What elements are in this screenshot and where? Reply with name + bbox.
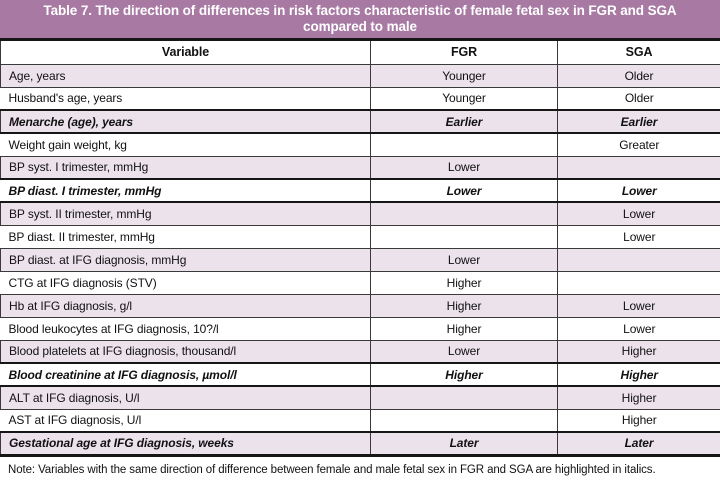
row-sga-value: Earlier: [557, 109, 720, 134]
row-variable: BP syst. II trimester, mmHg: [0, 201, 371, 226]
header-row: Variable FGR SGA: [0, 41, 720, 65]
row-variable: Blood creatinine at IFG diagnosis, µmol/…: [0, 362, 371, 387]
row-variable: Menarche (age), years: [0, 109, 371, 134]
row-fgr-value: [370, 408, 558, 433]
row-sga-value: Older: [557, 86, 720, 111]
row-fgr-value: Higher: [370, 316, 558, 341]
row-sga-value: Higher: [557, 408, 720, 433]
row-variable: ALT at IFG diagnosis, U/l: [0, 385, 371, 410]
row-variable: BP syst. I trimester, mmHg: [0, 155, 371, 180]
table-row: Age, years Younger Older: [0, 63, 720, 88]
table-row: BP diast. at IFG diagnosis, mmHg Lower: [0, 247, 720, 272]
row-sga-value: Greater: [557, 132, 720, 157]
row-fgr-value: Lower: [370, 155, 558, 180]
row-variable: BP diast. at IFG diagnosis, mmHg: [0, 247, 371, 272]
column-header-variable: Variable: [0, 41, 371, 65]
table-row: BP diast. I trimester, mmHg Lower Lower: [0, 178, 720, 203]
row-variable: Blood platelets at IFG diagnosis, thousa…: [0, 339, 371, 364]
risk-factors-table: Variable FGR SGA Age, years Younger Older H…: [0, 41, 720, 457]
table-row: Menarche (age), years Earlier Earlier: [0, 109, 720, 134]
row-sga-value: Higher: [557, 362, 720, 387]
table-row: CTG at IFG diagnosis (STV) Higher: [0, 270, 720, 295]
row-fgr-value: [370, 224, 558, 249]
row-variable: AST at IFG diagnosis, U/l: [0, 408, 371, 433]
table-row: BP syst. I trimester, mmHg Lower: [0, 155, 720, 180]
table-row: Blood leukocytes at IFG diagnosis, 10?/l…: [0, 316, 720, 341]
table-row: Blood creatinine at IFG diagnosis, µmol/…: [0, 362, 720, 387]
row-variable: BP diast. I trimester, mmHg: [0, 178, 371, 203]
row-fgr-value: Higher: [370, 293, 558, 318]
table-row: Hb at IFG diagnosis, g/l Higher Lower: [0, 293, 720, 318]
row-variable: Husband's age, years: [0, 86, 371, 111]
row-fgr-value: Lower: [370, 178, 558, 203]
row-sga-value: Higher: [557, 385, 720, 410]
table-row: Weight gain weight, kg Greater: [0, 132, 720, 157]
row-fgr-value: [370, 132, 558, 157]
row-sga-value: Higher: [557, 339, 720, 364]
table-note: Note: Variables with the same direction …: [0, 456, 720, 481]
row-fgr-value: [370, 385, 558, 410]
row-sga-value: [557, 247, 720, 272]
table-row: Husband's age, years Younger Older: [0, 86, 720, 111]
table-row: Blood platelets at IFG diagnosis, thousa…: [0, 339, 720, 364]
row-variable: Hb at IFG diagnosis, g/l: [0, 293, 371, 318]
row-variable: Age, years: [0, 63, 371, 88]
table-row: ALT at IFG diagnosis, U/l Higher: [0, 385, 720, 410]
column-header-fgr: FGR: [370, 41, 558, 65]
row-sga-value: Lower: [557, 224, 720, 249]
column-header-sga: SGA: [557, 41, 720, 65]
row-fgr-value: Later: [370, 431, 558, 457]
row-variable: BP diast. II trimester, mmHg: [0, 224, 371, 249]
row-fgr-value: Higher: [370, 362, 558, 387]
row-fgr-value: Younger: [370, 86, 558, 111]
row-sga-value: Lower: [557, 201, 720, 226]
row-sga-value: Older: [557, 63, 720, 88]
table-row: AST at IFG diagnosis, U/l Higher: [0, 408, 720, 433]
table-title: Table 7. The direction of differences in…: [0, 0, 720, 41]
row-fgr-value: [370, 201, 558, 226]
row-sga-value: Lower: [557, 178, 720, 203]
row-sga-value: Lower: [557, 316, 720, 341]
row-sga-value: Lower: [557, 293, 720, 318]
row-fgr-value: Earlier: [370, 109, 558, 134]
row-variable: CTG at IFG diagnosis (STV): [0, 270, 371, 295]
row-sga-value: [557, 270, 720, 295]
row-variable: Gestational age at IFG diagnosis, weeks: [0, 431, 371, 457]
row-fgr-value: Younger: [370, 63, 558, 88]
row-fgr-value: Higher: [370, 270, 558, 295]
table-row: Gestational age at IFG diagnosis, weeks L…: [0, 431, 720, 457]
row-fgr-value: Lower: [370, 339, 558, 364]
row-sga-value: [557, 155, 720, 180]
table-row: BP diast. II trimester, mmHg Lower: [0, 224, 720, 249]
row-fgr-value: Lower: [370, 247, 558, 272]
row-sga-value: Later: [557, 431, 720, 457]
row-variable: Weight gain weight, kg: [0, 132, 371, 157]
row-variable: Blood leukocytes at IFG diagnosis, 10?/l: [0, 316, 371, 341]
table-row: BP syst. II trimester, mmHg Lower: [0, 201, 720, 226]
